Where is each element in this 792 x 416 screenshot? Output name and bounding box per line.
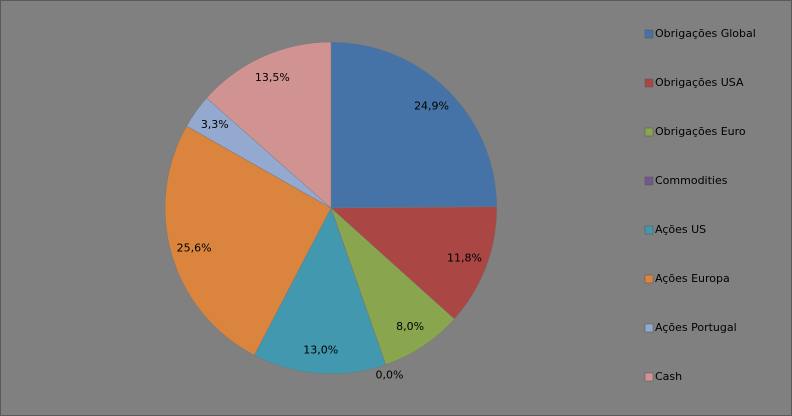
legend-swatch [644,78,654,88]
pie-slice [164,125,332,356]
data-label: 0,0% [376,369,404,382]
pie-slice [206,41,332,209]
legend-label: Ações Europa [655,272,730,285]
legend-label: Obrigações USA [655,76,744,89]
legend-label: Ações US [655,223,706,236]
legend-swatch [644,372,654,382]
legend-label: Obrigações Global [655,27,756,40]
data-label: 24,9% [414,100,449,113]
pie-slice [253,207,387,375]
legend-label: Cash [655,370,682,383]
data-label: 25,6% [177,241,212,254]
legend-swatch [644,176,654,186]
data-label: 11,8% [447,252,482,265]
data-label: 3,3% [201,118,229,131]
legend-swatch [644,29,654,39]
data-label: 8,0% [396,320,424,333]
legend-label: Obrigações Euro [655,125,746,138]
legend-swatch [644,274,654,284]
pie-slice [330,41,498,209]
legend-swatch [644,323,654,333]
legend-swatch [644,225,654,235]
data-label: 13,5% [255,71,290,84]
legend-label: Commodities [655,174,728,187]
legend-swatch [644,127,654,137]
pie-slice [330,206,498,320]
data-label: 13,0% [303,343,338,356]
legend-label: Ações Portugal [655,321,737,334]
